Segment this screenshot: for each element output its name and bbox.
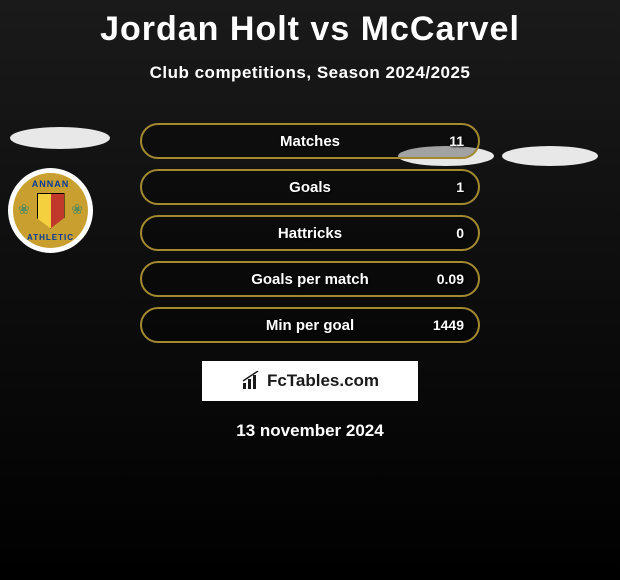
thistle-icon: ❀	[71, 201, 83, 218]
ellipse-icon	[8, 123, 112, 153]
stat-row: Matches 11	[140, 123, 480, 159]
stat-row: Goals 1	[140, 169, 480, 205]
stats-container: Matches 11 Goals 1 Hattricks 0 Goals per…	[140, 123, 480, 343]
brand-text: FcTables.com	[267, 371, 379, 391]
brand-logo-box: FcTables.com	[202, 361, 418, 401]
stat-label: Matches	[280, 133, 340, 150]
subtitle: Club competitions, Season 2024/2025	[0, 63, 620, 83]
stat-row: Min per goal 1449	[140, 307, 480, 343]
stat-label: Goals per match	[251, 271, 369, 288]
club-badge: ANNAN ❀ ❀ ATHLETIC	[8, 168, 93, 253]
thistle-icon: ❀	[18, 201, 30, 218]
shield-icon	[37, 193, 65, 229]
badge-text-bottom: ATHLETIC	[27, 233, 74, 242]
badge-text-top: ANNAN	[32, 179, 70, 189]
stat-value: 0.09	[437, 271, 464, 287]
left-decoration: ANNAN ❀ ❀ ATHLETIC	[8, 123, 112, 253]
stat-row: Hattricks 0	[140, 215, 480, 251]
stat-label: Min per goal	[266, 317, 354, 334]
badge-inner: ANNAN ❀ ❀ ATHLETIC	[13, 173, 88, 248]
date-text: 13 november 2024	[0, 421, 620, 441]
stat-value: 1	[456, 179, 464, 195]
content-area: ANNAN ❀ ❀ ATHLETIC Matches 11 Goals 1 Ha…	[0, 123, 620, 441]
stat-value: 11	[449, 133, 464, 149]
stat-label: Goals	[289, 179, 331, 196]
stat-value: 1449	[433, 317, 464, 333]
ellipse-icon	[500, 141, 600, 171]
page-title: Jordan Holt vs McCarvel	[0, 0, 620, 49]
stat-value: 0	[456, 225, 464, 241]
stat-row: Goals per match 0.09	[140, 261, 480, 297]
chart-icon	[241, 371, 261, 391]
stat-label: Hattricks	[278, 225, 342, 242]
